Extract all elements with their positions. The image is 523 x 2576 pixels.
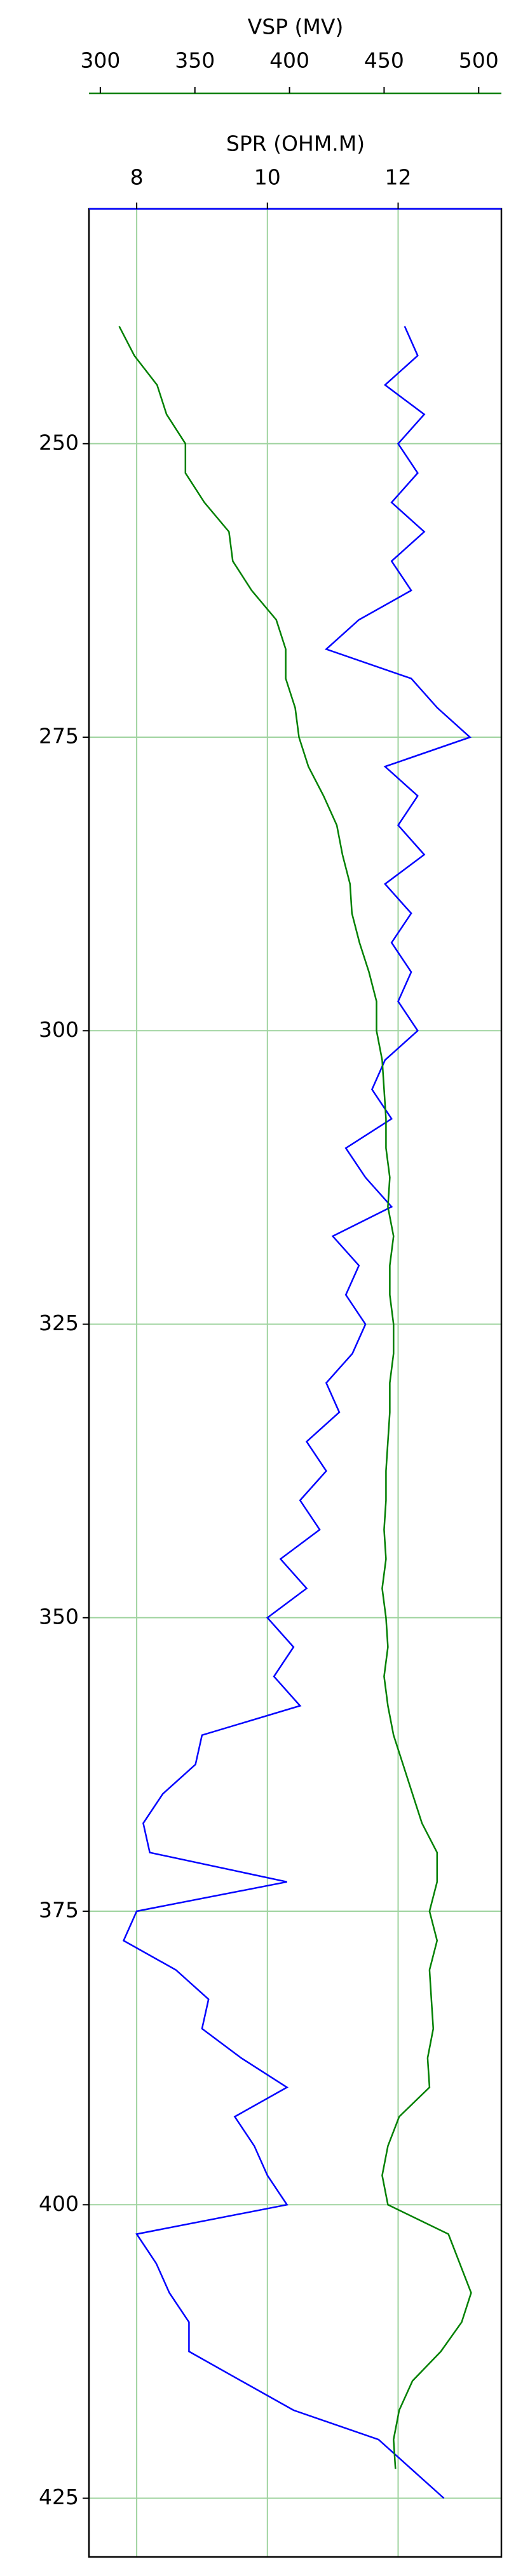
x2-tick-label: 350 xyxy=(175,48,215,73)
log-curve xyxy=(122,326,472,2499)
y-tick-label: 300 xyxy=(39,1017,79,1042)
x2-tick-label: 500 xyxy=(459,48,499,73)
y-tick-label: 275 xyxy=(39,724,79,749)
x-tick-label: 8 xyxy=(130,165,144,190)
x-axis-label: SPR (OHM.M) xyxy=(226,131,365,156)
y-tick-label: 375 xyxy=(39,1898,79,1923)
log-curve xyxy=(118,326,472,2469)
y-tick-label: 425 xyxy=(39,2485,79,2509)
x-tick-label: 12 xyxy=(384,165,411,190)
y-tick-label: 400 xyxy=(39,2191,79,2216)
y-tick-label: 350 xyxy=(39,1604,79,1629)
x2-tick-label: 450 xyxy=(364,48,404,73)
x2-tick-label: 400 xyxy=(269,48,309,73)
y-tick-label: 325 xyxy=(39,1311,79,1335)
x2-tick-label: 300 xyxy=(80,48,120,73)
x2-axis-label: VSP (MV) xyxy=(248,15,344,39)
x-tick-label: 10 xyxy=(254,165,281,190)
y-tick-label: 250 xyxy=(39,430,79,455)
